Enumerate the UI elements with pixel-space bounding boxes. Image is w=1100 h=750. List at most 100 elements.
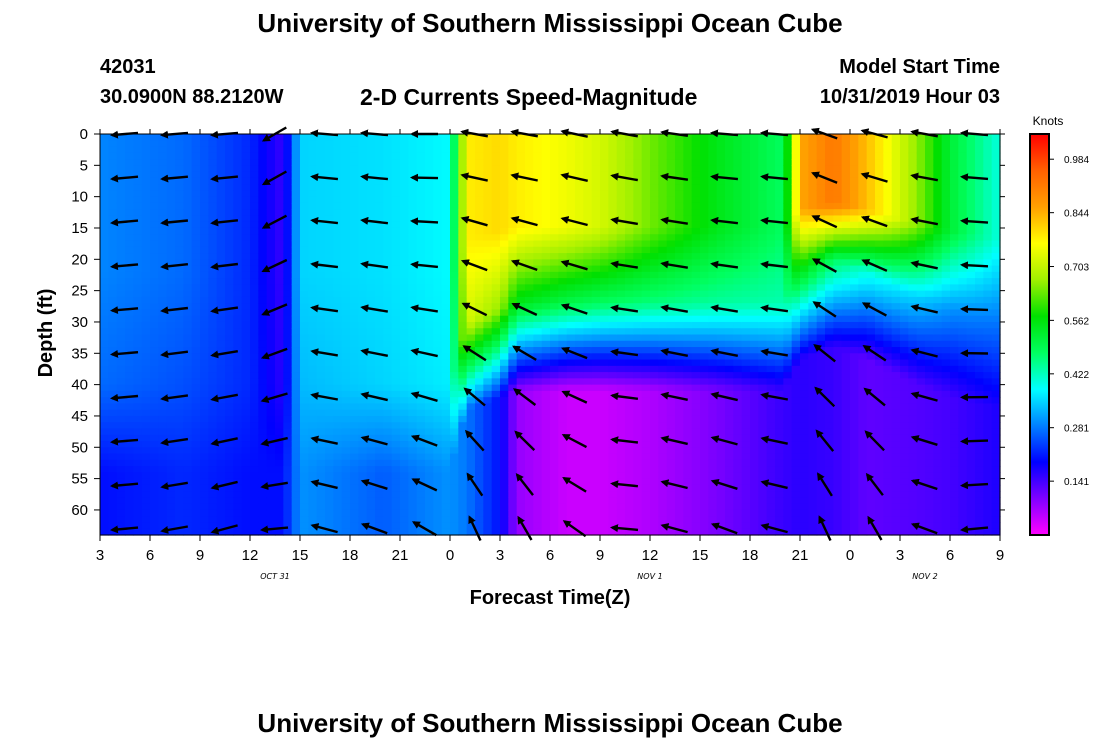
heatmap-cell: [308, 315, 318, 323]
heatmap-cell: [116, 459, 126, 467]
heatmap-cell: [350, 441, 359, 448]
heatmap-cell: [408, 340, 418, 348]
heatmap-cell: [141, 321, 151, 329]
heatmap-cell: [200, 328, 209, 336]
heatmap-cell: [233, 441, 243, 448]
heatmap-cell: [416, 397, 426, 405]
heatmap-cell: [550, 290, 559, 298]
heatmap-cell: [658, 397, 668, 405]
heatmap-cell: [625, 234, 634, 242]
heatmap-cell: [591, 240, 601, 248]
heatmap-cell: [491, 497, 501, 505]
heatmap-cell: [266, 253, 276, 260]
heatmap-cell: [283, 359, 293, 367]
heatmap-cell: [316, 503, 326, 511]
heatmap-cell: [600, 503, 609, 511]
heatmap-cell: [183, 472, 193, 480]
heatmap-cell: [408, 447, 418, 455]
heatmap-cell: [583, 384, 593, 392]
heatmap-cell: [266, 209, 276, 217]
heatmap-cell: [158, 422, 168, 430]
heatmap-cell: [350, 246, 359, 254]
heatmap-cell: [616, 253, 626, 260]
heatmap-cell: [291, 196, 301, 204]
heatmap-cell: [150, 140, 159, 148]
heatmap-cell: [491, 202, 501, 210]
heatmap-cell: [733, 447, 743, 455]
heatmap-cell: [616, 459, 626, 467]
heatmap-cell: [175, 253, 184, 260]
heatmap-cell: [200, 484, 209, 492]
heatmap-cell: [358, 196, 368, 204]
heatmap-cell: [125, 227, 134, 235]
heatmap-cell: [600, 240, 609, 248]
heatmap-cell: [341, 484, 351, 492]
heatmap-cell: [483, 384, 493, 392]
heatmap-cell: [166, 315, 176, 323]
heatmap-cell: [583, 278, 593, 285]
heatmap-cell: [575, 372, 584, 379]
heatmap-cell: [516, 209, 526, 217]
heatmap-cell: [175, 384, 184, 392]
heatmap-cell: [350, 303, 359, 311]
heatmap-cell: [733, 365, 743, 373]
heatmap-cell: [633, 359, 643, 367]
heatmap-cell: [525, 215, 534, 223]
heatmap-cell: [358, 472, 368, 480]
heatmap-cell: [608, 321, 618, 329]
heatmap-cell: [583, 159, 593, 166]
heatmap-cell: [541, 466, 551, 473]
heatmap-cell: [133, 303, 143, 311]
heatmap-cell: [350, 215, 359, 223]
heatmap-cell: [250, 227, 259, 235]
heatmap-cell: [700, 509, 709, 517]
heatmap-cell: [183, 165, 193, 173]
heatmap-cell: [383, 259, 393, 267]
heatmap-cell: [700, 516, 709, 524]
heatmap-cell: [375, 390, 384, 398]
heatmap-cell: [225, 146, 234, 154]
heatmap-cell: [466, 453, 476, 461]
heatmap-cell: [475, 516, 484, 524]
heatmap-cell: [133, 134, 143, 141]
heatmap-cell: [250, 234, 259, 242]
heatmap-cell: [391, 321, 401, 329]
heatmap-cell: [691, 146, 701, 154]
heatmap-cell: [633, 340, 643, 348]
heatmap-cell: [316, 365, 326, 373]
heatmap-cell: [225, 522, 234, 530]
heatmap-cell: [175, 271, 184, 279]
heatmap-cell: [741, 278, 751, 285]
heatmap-cell: [691, 522, 701, 530]
heatmap-cell: [141, 434, 151, 442]
heatmap-cell: [100, 284, 109, 292]
heatmap-cell: [675, 202, 684, 210]
heatmap-cell: [350, 484, 359, 492]
heatmap-cell: [133, 516, 143, 524]
heatmap-cell: [733, 171, 743, 179]
heatmap-cell: [175, 303, 184, 311]
heatmap-cell: [433, 165, 443, 173]
heatmap-cell: [283, 522, 293, 530]
heatmap-cell: [658, 365, 668, 373]
heatmap-cell: [533, 184, 543, 191]
heatmap-cell: [375, 140, 384, 148]
heatmap-cell: [350, 428, 359, 436]
heatmap-cell: [608, 284, 618, 292]
heatmap-cell: [591, 497, 601, 505]
heatmap-cell: [733, 491, 743, 499]
heatmap-cell: [275, 503, 284, 511]
heatmap-cell: [450, 466, 459, 473]
heatmap-cell: [600, 484, 609, 492]
heatmap-cell: [283, 528, 293, 536]
heatmap-cell: [133, 484, 143, 492]
heatmap-cell: [433, 259, 443, 267]
heatmap-cell: [733, 497, 743, 505]
heatmap-cell: [150, 234, 159, 242]
heatmap-cell: [366, 434, 376, 442]
heatmap-cell: [491, 140, 501, 148]
heatmap-cell: [216, 347, 226, 354]
heatmap-cell: [583, 516, 593, 524]
heatmap-cell: [541, 516, 551, 524]
heatmap-cell: [683, 221, 693, 229]
